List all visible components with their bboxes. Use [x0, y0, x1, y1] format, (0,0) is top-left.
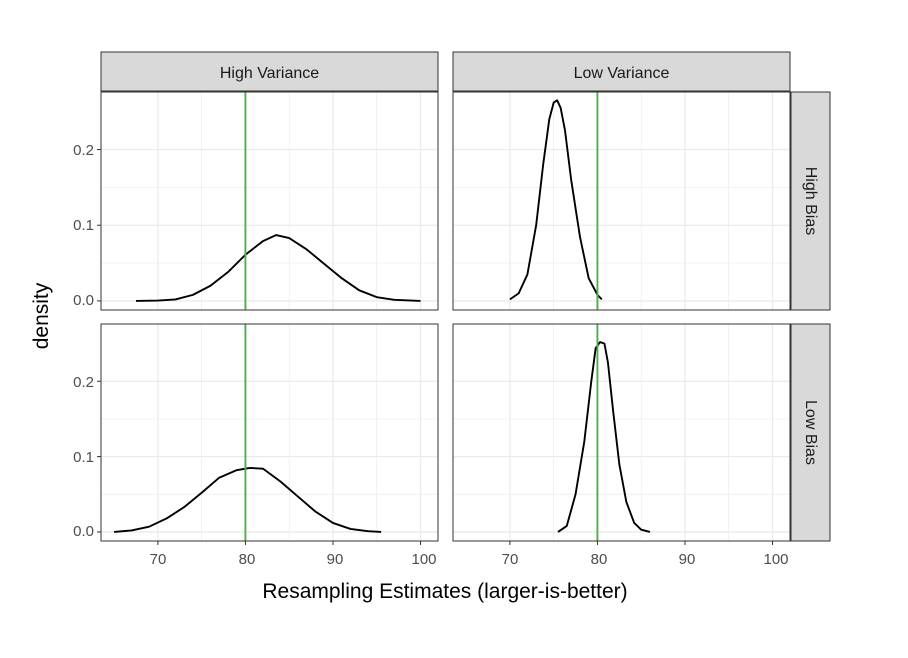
y-tick-label: 0.2: [73, 142, 94, 159]
col-strip-label: High Variance: [220, 65, 319, 82]
y-tick-label: 0.2: [73, 374, 94, 391]
row-strip-high-bias: High Bias: [790, 91, 831, 311]
col-strip-low-variance: Low Variance: [452, 51, 791, 92]
x-tick-label: 70: [502, 551, 519, 568]
panel-border: [100, 323, 439, 542]
density-curve: [557, 341, 651, 533]
density-curve: [114, 466, 382, 533]
x-tick-label: 90: [679, 551, 696, 568]
x-tick-labels-left: 70 80 90 100: [150, 551, 437, 568]
y-tick-label: 0.0: [73, 523, 94, 540]
x-tick-label: 100: [411, 551, 436, 568]
panel-border: [100, 91, 439, 311]
panel-high-variance-low-bias: [97, 323, 439, 545]
panel-border: [452, 323, 791, 542]
panel-border: [452, 91, 791, 311]
x-tick-labels-right: 70 80 90 100: [502, 551, 789, 568]
x-tick-label: 80: [239, 551, 256, 568]
panel-background: [101, 92, 438, 310]
x-tick-label: 80: [591, 551, 608, 568]
panel-background: [101, 324, 438, 541]
x-tick-label: 70: [150, 551, 167, 568]
col-strip-label: Low Variance: [574, 65, 670, 82]
y-tick-label: 0.0: [73, 292, 94, 309]
y-tick-labels-top: 0.0 0.1 0.2: [73, 142, 94, 309]
panel-background: [453, 92, 790, 310]
panel-low-variance-high-bias: [452, 91, 791, 311]
y-tick-label: 0.1: [73, 449, 94, 466]
x-axis-title: Resampling Estimates (larger-is-better): [262, 580, 627, 603]
row-strip-low-bias: Low Bias: [790, 323, 831, 542]
density-curve: [135, 234, 421, 302]
row-strip-label: Low Bias: [802, 400, 819, 465]
panel-low-variance-low-bias: [452, 323, 791, 545]
density-curve: [509, 99, 603, 301]
panel-high-variance-high-bias: [97, 91, 439, 311]
x-tick-label: 100: [763, 551, 788, 568]
row-strip-label: High Bias: [802, 167, 819, 235]
col-strip-high-variance: High Variance: [100, 51, 439, 92]
y-tick-label: 0.1: [73, 217, 94, 234]
panel-background: [453, 324, 790, 541]
x-tick-label: 90: [327, 551, 344, 568]
y-axis-title: density: [30, 282, 53, 349]
y-tick-labels-bottom: 0.0 0.1 0.2: [73, 374, 94, 540]
